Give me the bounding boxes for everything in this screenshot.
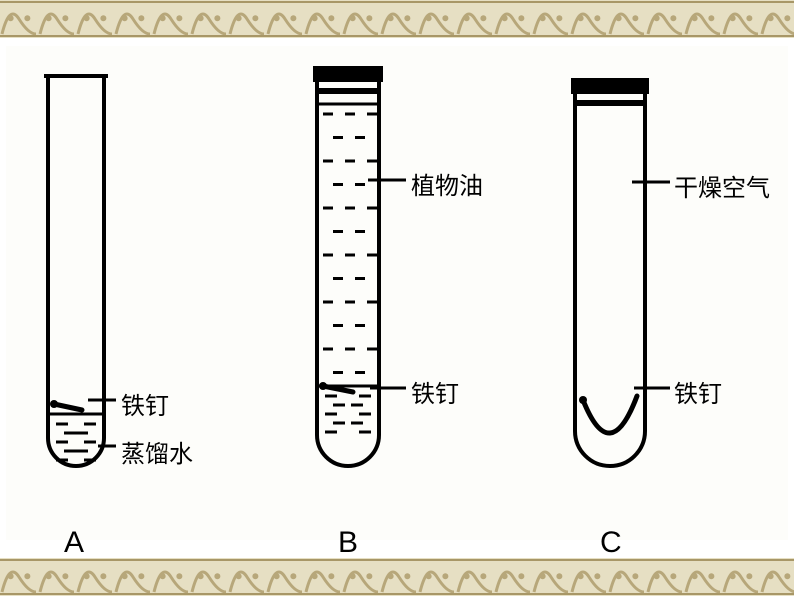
tube-B: 植物油铁钉B [276, 56, 516, 530]
tube-A: 铁钉蒸馏水A [16, 56, 256, 530]
caption-A: A [64, 526, 84, 560]
label-B-0: 植物油 [411, 166, 483, 201]
decor-border-top [0, 0, 794, 38]
tube-svg-C [534, 56, 784, 576]
stage: 铁钉蒸馏水 A 植物油铁钉 B 干燥空气铁钉 C [0, 0, 794, 596]
label-C-0: 干燥空气 [674, 168, 770, 203]
tube-svg-A [16, 56, 266, 576]
caption-C: C [600, 526, 622, 560]
label-A-1: 蒸馏水 [121, 434, 193, 469]
caption-B: B [338, 526, 358, 560]
label-A-0: 铁钉 [121, 386, 169, 421]
label-B-1: 铁钉 [411, 374, 459, 409]
diagram-area: 铁钉蒸馏水A植物油铁钉B干燥空气铁钉C [6, 46, 788, 540]
tube-C: 干燥空气铁钉C [534, 56, 774, 530]
tube-svg-B [276, 56, 526, 576]
label-C-1: 铁钉 [674, 374, 722, 409]
